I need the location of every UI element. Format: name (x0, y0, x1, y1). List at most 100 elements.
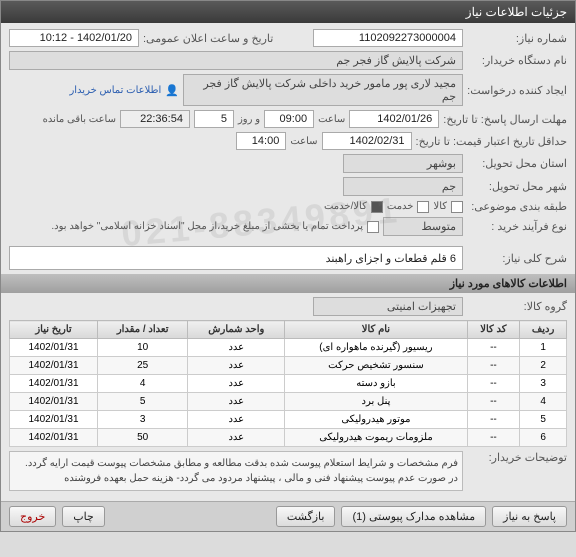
category-label: طبقه بندی موضوعی: (467, 200, 567, 213)
cat-goods-service-checkbox[interactable] (371, 201, 383, 213)
table-cell: عدد (188, 357, 285, 375)
table-cell: 25 (97, 357, 187, 375)
buyer-org-value: شرکت پالایش گاز فجر جم (9, 51, 463, 70)
table-row[interactable]: 1--ریسیور (گیرنده ماهواره ای)عدد101402/0… (10, 339, 567, 357)
table-cell: عدد (188, 393, 285, 411)
table-cell: 4 (97, 375, 187, 393)
table-cell: -- (467, 393, 520, 411)
province-label: استان محل تحویل: (467, 157, 567, 170)
validity-time: 14:00 (236, 132, 286, 150)
group-value: تجهیزات امنیتی (313, 297, 463, 316)
table-cell: موتور هیدرولیکی (285, 411, 467, 429)
table-row[interactable]: 6--ملزومات ریموت هیدرولیکیعدد501402/01/3… (10, 429, 567, 447)
deadline-time: 09:00 (264, 110, 314, 128)
table-cell: 5 (520, 411, 567, 429)
items-section-header: اطلاعات کالاهای مورد نیاز (1, 274, 575, 293)
table-header: تاریخ نیاز (10, 321, 98, 339)
table-header: نام کالا (285, 321, 467, 339)
table-cell: -- (467, 429, 520, 447)
buyer-note-label: توضیحات خریدار: (467, 451, 567, 464)
validity-date: 1402/02/31 (322, 132, 412, 150)
table-header: ردیف (520, 321, 567, 339)
need-no-value: 1102092273000004 (313, 29, 463, 47)
deadline-date: 1402/01/26 (349, 110, 439, 128)
table-cell: 1402/01/31 (10, 339, 98, 357)
table-cell: عدد (188, 429, 285, 447)
table-cell: 1402/01/31 (10, 393, 98, 411)
process-value: متوسط (383, 217, 463, 236)
cat-goods-label: کالا (433, 201, 447, 212)
day-label: و روز (238, 114, 260, 125)
form-content: شماره نیاز: 1102092273000004 تاریخ و ساع… (1, 23, 575, 501)
table-cell: 2 (520, 357, 567, 375)
buyer-org-label: نام دستگاه خریدار: (467, 54, 567, 67)
table-cell: 4 (520, 393, 567, 411)
window: 021-88349891 جزئیات اطلاعات نیاز شماره ن… (0, 0, 576, 532)
table-cell: 6 (520, 429, 567, 447)
contact-link[interactable]: اطلاعات تماس خریدار (69, 85, 161, 96)
city-label: شهر محل تحویل: (467, 180, 567, 193)
table-cell: -- (467, 375, 520, 393)
window-titlebar: جزئیات اطلاعات نیاز (1, 1, 575, 23)
table-cell: عدد (188, 339, 285, 357)
time-label-2: ساعت (290, 136, 317, 147)
table-cell: ریسیور (گیرنده ماهواره ای) (285, 339, 467, 357)
table-cell: 3 (520, 375, 567, 393)
requester-label: ایجاد کننده درخواست: (467, 84, 567, 97)
cat-service-checkbox[interactable] (417, 201, 429, 213)
buyer-note-value: فرم مشخصات و شرایط استعلام پیوست شده بدق… (9, 451, 463, 491)
table-row[interactable]: 4--پنل بردعدد51402/01/31 (10, 393, 567, 411)
table-header: واحد شمارش (188, 321, 285, 339)
announce-label: تاریخ و ساعت اعلان عمومی: (143, 32, 273, 45)
deadline-label: مهلت ارسال پاسخ: تا تاریخ: (443, 113, 567, 126)
group-label: گروه کالا: (467, 300, 567, 313)
items-table: ردیفکد کالانام کالاواحد شمارشتعداد / مقد… (9, 320, 567, 447)
cat-goods-checkbox[interactable] (451, 201, 463, 213)
summary-label: شرح کلی نیاز: (467, 252, 567, 265)
footer-toolbar: پاسخ به نیاز مشاهده مدارک پیوستی (1) باز… (1, 501, 575, 531)
table-cell: عدد (188, 411, 285, 429)
attachments-button[interactable]: مشاهده مدارک پیوستی (1) (341, 506, 486, 527)
table-row[interactable]: 5--موتور هیدرولیکیعدد31402/01/31 (10, 411, 567, 429)
table-cell: -- (467, 339, 520, 357)
process-label: نوع فرآیند خرید : (467, 220, 567, 233)
table-cell: بازو دسته (285, 375, 467, 393)
need-no-label: شماره نیاز: (467, 32, 567, 45)
requester-value: مجید لاری پور مامور خرید داخلی شرکت پالا… (183, 74, 463, 106)
cat-goods-service-label: کالا/خدمت (324, 201, 367, 212)
reply-button[interactable]: پاسخ به نیاز (492, 506, 567, 527)
validity-label: حداقل تاریخ اعتبار قیمت: تا تاریخ: (416, 135, 567, 148)
table-cell: -- (467, 411, 520, 429)
table-cell: 5 (97, 393, 187, 411)
table-header: کد کالا (467, 321, 520, 339)
exit-button[interactable]: خروج (9, 506, 56, 527)
remain-label: ساعت باقی مانده (43, 114, 116, 125)
table-cell: ملزومات ریموت هیدرولیکی (285, 429, 467, 447)
table-cell: عدد (188, 375, 285, 393)
table-cell: 1402/01/31 (10, 429, 98, 447)
table-cell: 1402/01/31 (10, 375, 98, 393)
cat-service-label: خدمت (387, 201, 414, 212)
table-cell: 10 (97, 339, 187, 357)
summary-value: 6 قلم قطعات و اجزای راهبند (9, 246, 463, 270)
table-cell: 3 (97, 411, 187, 429)
remain-time: 22:36:54 (120, 110, 190, 128)
table-header: تعداد / مقدار (97, 321, 187, 339)
table-cell: سنسور تشخیص حرکت (285, 357, 467, 375)
payment-checkbox[interactable] (367, 221, 379, 233)
print-button[interactable]: چاپ (62, 506, 105, 527)
window-title: جزئیات اطلاعات نیاز (466, 5, 567, 19)
city-value: جم (343, 177, 463, 196)
province-value: بوشهر (343, 154, 463, 173)
table-cell: -- (467, 357, 520, 375)
refresh-button[interactable]: بازگشت (276, 506, 336, 527)
payment-note: پرداخت تمام یا بخشی از مبلغ خرید،از محل … (51, 221, 363, 232)
contact-icon[interactable]: 👤 (165, 84, 179, 97)
time-label-1: ساعت (318, 114, 345, 125)
announce-value: 1402/01/20 - 10:12 (9, 29, 139, 47)
table-row[interactable]: 3--بازو دستهعدد41402/01/31 (10, 375, 567, 393)
table-row[interactable]: 2--سنسور تشخیص حرکتعدد251402/01/31 (10, 357, 567, 375)
table-cell: 50 (97, 429, 187, 447)
days-value: 5 (194, 110, 234, 128)
table-cell: پنل برد (285, 393, 467, 411)
